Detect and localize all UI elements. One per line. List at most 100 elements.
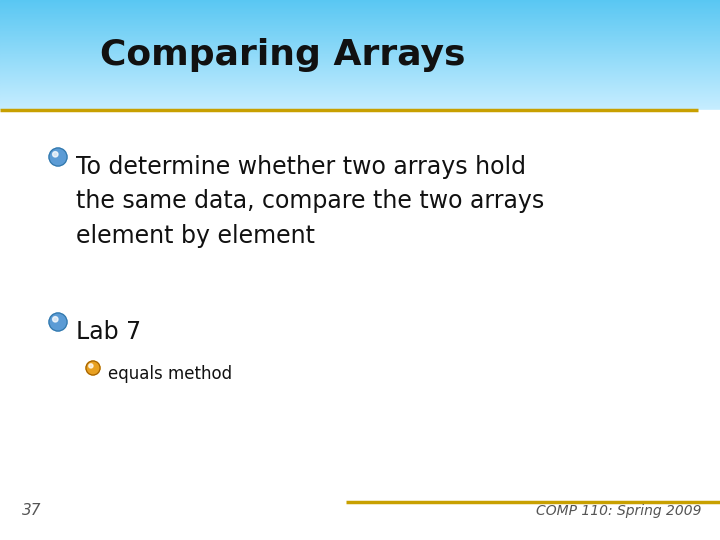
Bar	[0, 2, 720, 3]
Bar	[0, 92, 720, 93]
Bar	[0, 47, 720, 48]
Bar	[0, 39, 720, 40]
Bar	[0, 105, 720, 106]
Bar	[0, 94, 720, 95]
Bar	[0, 13, 720, 14]
Bar	[0, 70, 720, 71]
Bar	[0, 81, 720, 82]
Bar	[0, 25, 720, 26]
Bar	[0, 80, 720, 81]
Bar	[0, 48, 720, 49]
Bar	[0, 64, 720, 65]
Circle shape	[89, 364, 93, 368]
Bar	[0, 69, 720, 70]
Bar	[0, 55, 720, 56]
Bar	[0, 85, 720, 86]
Bar	[0, 73, 720, 74]
Bar	[0, 98, 720, 99]
Bar	[0, 45, 720, 46]
Text: COMP 110: Spring 2009: COMP 110: Spring 2009	[536, 504, 702, 518]
Bar	[0, 60, 720, 61]
Bar	[0, 86, 720, 87]
Bar	[0, 102, 720, 103]
Bar	[0, 49, 720, 50]
Bar	[0, 38, 720, 39]
Bar	[0, 8, 720, 9]
Bar	[0, 93, 720, 94]
Bar	[0, 6, 720, 7]
Circle shape	[49, 148, 67, 166]
Bar	[0, 78, 720, 79]
Bar	[0, 76, 720, 77]
Bar	[0, 3, 720, 4]
Bar	[0, 58, 720, 59]
Bar	[0, 53, 720, 54]
Bar	[0, 90, 720, 91]
Circle shape	[53, 152, 58, 157]
Circle shape	[86, 361, 100, 375]
Bar	[0, 20, 720, 21]
Bar	[0, 0, 720, 1]
Bar	[0, 61, 720, 62]
Bar	[0, 41, 720, 42]
Text: equals method: equals method	[108, 365, 232, 383]
Bar	[0, 26, 720, 27]
Bar	[0, 34, 720, 35]
Bar	[0, 31, 720, 32]
Bar	[0, 63, 720, 64]
Bar	[0, 79, 720, 80]
Bar	[0, 22, 720, 23]
Bar	[0, 103, 720, 104]
Bar	[0, 56, 720, 57]
Bar	[0, 37, 720, 38]
Bar	[0, 42, 720, 43]
Bar	[0, 35, 720, 36]
Bar	[0, 100, 720, 101]
Bar	[0, 23, 720, 24]
Bar	[0, 88, 720, 89]
Bar	[0, 87, 720, 88]
Bar	[0, 110, 720, 540]
Bar	[0, 96, 720, 97]
Bar	[0, 104, 720, 105]
Bar	[0, 68, 720, 69]
Bar	[0, 51, 720, 52]
Bar	[0, 95, 720, 96]
Bar	[0, 40, 720, 41]
Text: Comparing Arrays: Comparing Arrays	[100, 38, 466, 72]
Circle shape	[49, 313, 67, 331]
Bar	[0, 54, 720, 55]
Bar	[0, 59, 720, 60]
Text: Lab 7: Lab 7	[76, 320, 141, 344]
Bar	[0, 108, 720, 109]
Bar	[0, 17, 720, 18]
Bar	[0, 44, 720, 45]
Bar	[0, 29, 720, 30]
Bar	[0, 106, 720, 107]
Bar	[0, 19, 720, 20]
Bar	[0, 14, 720, 15]
Text: 37: 37	[22, 503, 42, 518]
Bar	[0, 89, 720, 90]
Bar	[0, 50, 720, 51]
Bar	[0, 30, 720, 31]
Bar	[0, 107, 720, 108]
Bar	[0, 15, 720, 16]
Bar	[0, 43, 720, 44]
Bar	[0, 67, 720, 68]
Bar	[0, 97, 720, 98]
Bar	[0, 28, 720, 29]
Bar	[0, 109, 720, 110]
Bar	[0, 74, 720, 75]
Bar	[0, 10, 720, 11]
Bar	[0, 36, 720, 37]
Bar	[0, 77, 720, 78]
Bar	[0, 21, 720, 22]
Bar	[0, 27, 720, 28]
Bar	[0, 75, 720, 76]
Bar	[0, 16, 720, 17]
Bar	[0, 33, 720, 34]
Bar	[0, 83, 720, 84]
Bar	[0, 5, 720, 6]
Bar	[0, 65, 720, 66]
